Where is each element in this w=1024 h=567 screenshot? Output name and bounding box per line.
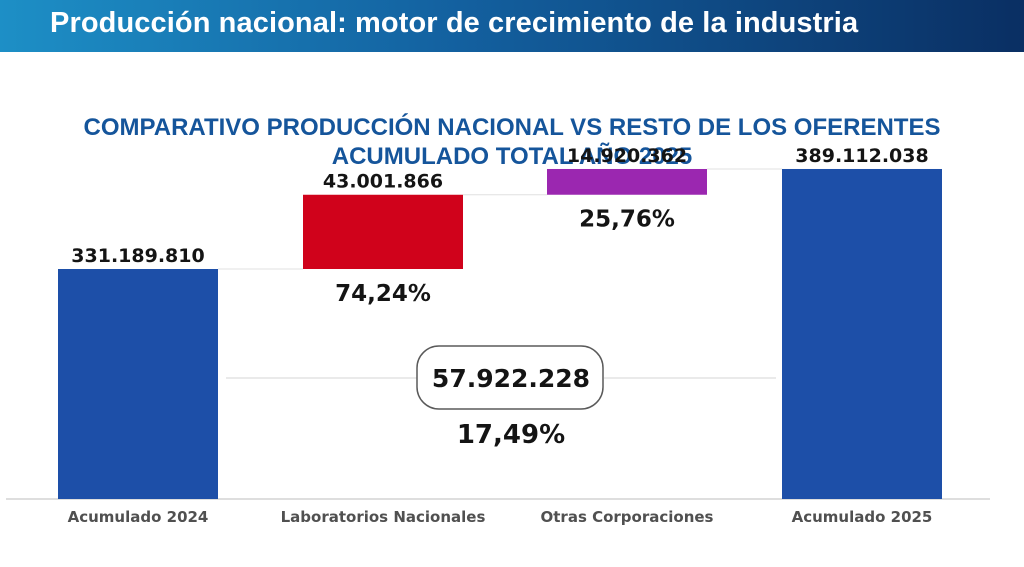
header-bar: Producción nacional: motor de crecimient… — [0, 0, 1024, 52]
difference-percent: 17,49% — [457, 420, 565, 450]
category-label: Otras Corporaciones — [541, 508, 714, 526]
difference-box — [416, 345, 604, 410]
difference-value: 57.922.228 — [432, 364, 590, 393]
category-label: Acumulado 2025 — [792, 508, 933, 526]
page-title: Producción nacional: motor de crecimient… — [50, 7, 859, 39]
data-label: 14.920.362 — [567, 145, 687, 167]
chart-subtitle: ACUMULADO TOTAL AÑO 2025 — [331, 143, 693, 170]
bar — [58, 269, 218, 499]
chart-title: COMPARATIVO PRODUCCIÓN NACIONAL VS RESTO… — [83, 114, 941, 141]
data-label: 331.189.810 — [71, 245, 204, 267]
category-label: Laboratorios Nacionales — [281, 508, 486, 526]
bar — [547, 168, 707, 195]
data-label: 389.112.038 — [795, 145, 928, 167]
share-label: 74,24% — [335, 281, 431, 307]
category-label: Acumulado 2024 — [68, 508, 209, 526]
bar — [303, 194, 463, 269]
bar — [782, 168, 942, 499]
share-label: 25,76% — [579, 207, 675, 233]
data-label: 43.001.866 — [323, 171, 443, 193]
